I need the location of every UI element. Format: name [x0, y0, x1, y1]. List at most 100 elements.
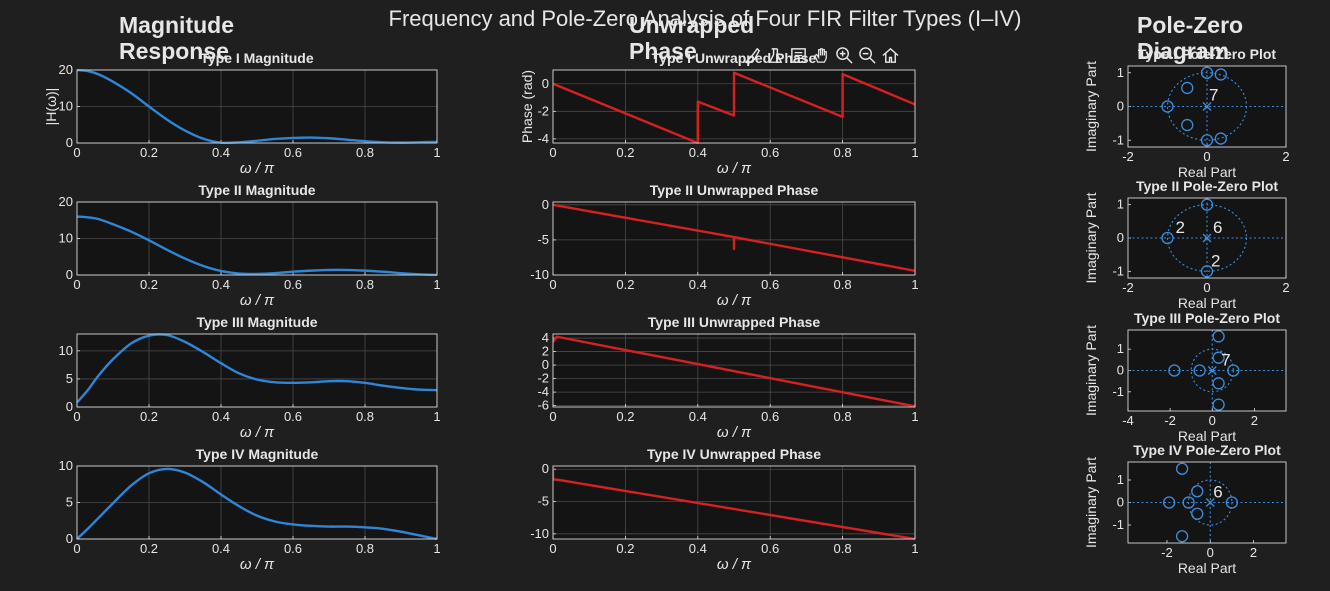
x-tick-label: 0.4 — [689, 277, 707, 292]
x-tick-label: 0.6 — [284, 145, 302, 160]
x-axis-label: ω / π — [717, 160, 752, 177]
y-tick-label: 1 — [1117, 341, 1124, 356]
axes-border — [1127, 329, 1287, 412]
axes-border — [1127, 197, 1287, 279]
axes-border — [552, 69, 916, 144]
x-tick-label: -2 — [1122, 149, 1134, 164]
y-tick-label: -1 — [1112, 384, 1124, 399]
multiplicity-label: 6 — [1213, 218, 1222, 237]
plot-area — [77, 333, 437, 404]
x-axis-label: ω / π — [240, 424, 275, 441]
x-tick-label: 0 — [549, 541, 556, 556]
y-tick-label: 5 — [66, 371, 73, 386]
x-tick-label: 0.4 — [212, 277, 230, 292]
zero-marker — [1193, 364, 1206, 377]
figure-title: Frequency and Pole-Zero Analysis of Four… — [389, 6, 1022, 31]
y-tick-label: 10 — [59, 231, 73, 246]
x-tick-label: 0.4 — [212, 409, 230, 424]
series-line — [77, 215, 437, 276]
zero-marker — [1212, 377, 1225, 390]
y-axis-label: Phase (rad) — [519, 70, 535, 143]
series-line — [553, 71, 915, 144]
axes-background — [553, 466, 915, 539]
subplot-3: -2 0 2 1 0 -1 Type I Pole-Zero Plot Real Part Im… — [1083, 46, 1290, 180]
y-tick-label: 10 — [59, 99, 73, 114]
y-tick-label: 0 — [542, 461, 549, 476]
y-tick-label: -10 — [530, 267, 549, 282]
zero-marker — [1214, 132, 1227, 145]
y-tick-label: 20 — [59, 194, 73, 209]
y-tick-label: -1 — [1112, 263, 1124, 278]
x-tick-label: 0.6 — [284, 409, 302, 424]
y-tick-label: -5 — [537, 232, 549, 247]
zoom-in-icon[interactable] — [834, 44, 855, 66]
x-tick-label: 0.2 — [140, 277, 158, 292]
pan-icon[interactable] — [811, 44, 832, 66]
legend-icon[interactable] — [788, 44, 809, 66]
pole-marker — [1207, 366, 1217, 375]
data-tips-icon[interactable] — [765, 44, 786, 66]
plot-area — [77, 69, 437, 144]
zero-marker — [1214, 68, 1227, 81]
y-tick-label: 0 — [1117, 99, 1124, 114]
plot-area: 7 — [1128, 66, 1286, 147]
x-tick-label: -2 — [1122, 280, 1134, 295]
x-axis-label: ω / π — [717, 424, 752, 441]
x-tick-label: 0.2 — [616, 409, 634, 424]
x-tick-label: 0.6 — [284, 277, 302, 292]
axes-border — [76, 201, 438, 276]
x-tick-label: 0.2 — [140, 145, 158, 160]
brush-icon[interactable] — [742, 44, 763, 66]
x-tick-label: 0 — [1203, 280, 1210, 295]
subplot-12: -2 0 2 1 0 -1 Type IV Pole-Zero Plot Real Part I… — [1083, 442, 1287, 576]
y-tick-label: 0 — [1117, 495, 1124, 510]
zero-marker — [1162, 496, 1176, 509]
zero-marker — [1200, 265, 1214, 278]
y-tick-label: -6 — [537, 398, 549, 413]
x-tick-label: 0 — [1207, 545, 1214, 560]
y-tick-label: 0 — [66, 135, 73, 150]
y-tick-label: 0 — [66, 399, 73, 414]
x-tick-label: 2 — [1282, 149, 1289, 164]
y-tick-label: -4 — [537, 384, 549, 399]
x-tick-label: 0 — [73, 541, 80, 556]
y-tick-label: 5 — [66, 495, 73, 510]
y-tick-label: 0 — [542, 197, 549, 212]
axes-border — [552, 201, 916, 276]
multiplicity-label: 2 — [1176, 218, 1185, 237]
x-tick-label: -4 — [1122, 413, 1134, 428]
x-tick-label: 0.4 — [212, 145, 230, 160]
zoom-out-icon[interactable] — [857, 44, 878, 66]
zero-marker — [1212, 330, 1225, 343]
x-axis-label: Real Part — [1178, 428, 1236, 444]
x-tick-label: 2 — [1251, 413, 1258, 428]
x-tick-label: 1 — [433, 145, 440, 160]
plot-area — [77, 467, 437, 540]
zero-marker — [1168, 364, 1181, 377]
x-tick-label: -2 — [1164, 413, 1176, 428]
x-axis-label: Real Part — [1178, 295, 1236, 311]
y-tick-label: 0 — [1117, 363, 1124, 378]
x-tick-label: 1 — [911, 409, 918, 424]
zero-marker — [1175, 530, 1189, 543]
y-tick-label: 0 — [542, 357, 549, 372]
home-icon[interactable] — [880, 44, 901, 66]
plot-area — [553, 335, 915, 408]
y-tick-label: -1 — [1112, 132, 1124, 147]
multiplicity-label: 7 — [1221, 351, 1230, 370]
multiplicity-label: 6 — [1213, 483, 1222, 502]
y-tick-label: -2 — [537, 103, 549, 118]
x-tick-label: 0.6 — [761, 277, 779, 292]
x-tick-label: 2 — [1250, 545, 1257, 560]
x-tick-label: 1 — [911, 277, 918, 292]
subplot-title: Type III Unwrapped Phase — [648, 314, 821, 330]
x-tick-label: 1 — [433, 541, 440, 556]
y-tick-label: 0 — [66, 531, 73, 546]
zero-marker — [1225, 496, 1239, 509]
x-tick-label: 0.6 — [761, 145, 779, 160]
